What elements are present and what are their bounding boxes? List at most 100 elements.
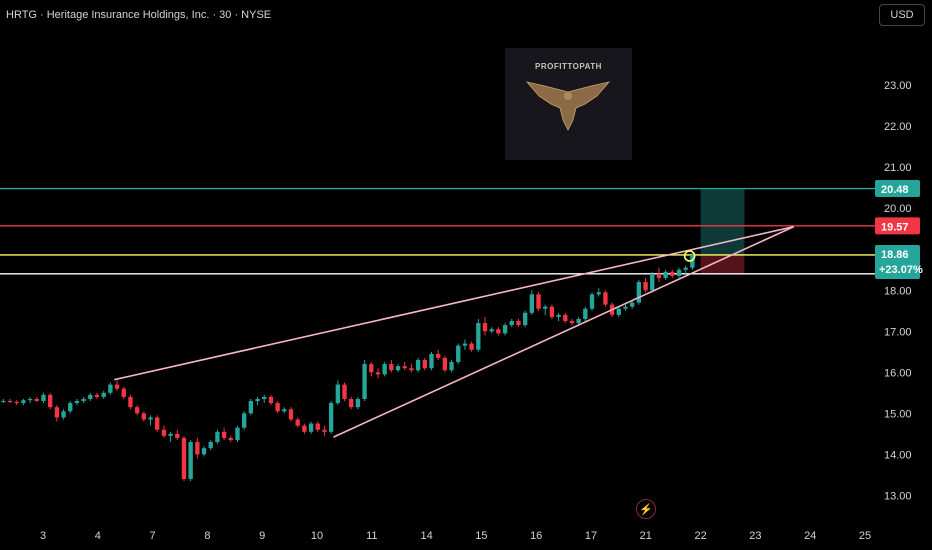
resistance-price-tag [875, 217, 920, 235]
candle-body [583, 308, 588, 319]
candle-body [88, 394, 93, 399]
x-tick-label: 15 [475, 530, 487, 542]
candle-body [683, 267, 688, 270]
candle-body [168, 433, 173, 436]
profit-zone [700, 188, 745, 256]
candle-body [456, 345, 461, 363]
candle-body [556, 314, 561, 317]
candle-body [175, 433, 180, 438]
candle-body [54, 407, 60, 418]
x-tick-label: 14 [420, 530, 432, 542]
candle-body [355, 398, 361, 408]
candle-body [469, 343, 474, 350]
candle-body [650, 273, 655, 291]
candle-body [569, 321, 575, 324]
resistance-price-label: 19.57 [881, 221, 909, 233]
lightning-icon[interactable]: ⚡ [636, 499, 656, 519]
y-tick-label: 15.00 [884, 408, 912, 420]
x-tick-label: 24 [804, 530, 816, 542]
x-tick-label: 25 [859, 530, 871, 542]
candle-body [543, 306, 548, 309]
candle-body [41, 394, 46, 402]
x-tick-label: 16 [530, 530, 542, 542]
watermark-text: PROFITTOPATH [535, 62, 602, 71]
symbol-title: HRTG · Heritage Insurance Holdings, Inc.… [6, 9, 272, 21]
candle-body [201, 448, 207, 455]
candle-body [462, 343, 468, 346]
x-tick-label: 17 [585, 530, 597, 542]
x-tick-label: 21 [640, 530, 652, 542]
candle-body [308, 423, 314, 432]
candle-body [121, 388, 126, 397]
candle-body [255, 398, 260, 402]
candle-body [328, 403, 334, 432]
candle-body [603, 292, 608, 305]
eagle-emblem-icon [525, 81, 611, 131]
candle-body [195, 442, 200, 455]
candle-body [342, 384, 347, 399]
x-tick-label: 8 [204, 530, 210, 542]
x-tick-label: 3 [40, 530, 46, 542]
candle-body [27, 398, 33, 401]
candle-body [629, 302, 635, 307]
y-tick-label: 20.00 [884, 203, 912, 215]
candle-body [21, 400, 26, 404]
x-tick-label: 4 [95, 530, 101, 542]
candle-body [262, 396, 267, 399]
watermark-logo: PROFITTOPATH [505, 48, 632, 160]
candle-body [235, 427, 240, 440]
candle-body [74, 401, 80, 404]
candle-body [181, 437, 187, 479]
candle-body [268, 396, 274, 404]
candle-body [442, 357, 448, 371]
candle-body [248, 401, 254, 414]
candle-body [449, 362, 454, 371]
y-tick-label: 22.00 [884, 121, 912, 133]
candle-body [676, 269, 682, 276]
candle-body [221, 431, 227, 438]
x-tick-label: 7 [150, 530, 156, 542]
y-tick-label: 14.00 [884, 449, 912, 461]
wedge-upper-line [114, 225, 794, 381]
candle-body [282, 409, 287, 412]
candle-body [516, 321, 521, 326]
candle-body [14, 401, 19, 404]
candle-body [415, 360, 421, 371]
candle-body [389, 364, 394, 371]
candle-body [476, 323, 481, 350]
candle-body [134, 407, 140, 414]
target-price-label: 20.48 [881, 184, 909, 196]
y-tick-label: 21.00 [884, 162, 912, 174]
candle-body [589, 294, 595, 309]
candle-body [228, 437, 233, 440]
candle-body [315, 423, 320, 430]
candle-body [690, 254, 695, 268]
currency-selector[interactable]: USD [879, 4, 925, 26]
candle-body [349, 398, 354, 408]
candle-body [422, 360, 427, 369]
candle-body [656, 273, 662, 278]
x-tick-label: 9 [259, 530, 265, 542]
candle-body [670, 271, 675, 276]
candle-body [549, 306, 555, 317]
candle-body [161, 429, 167, 436]
y-tick-label: 17.00 [884, 326, 912, 338]
candle-body [435, 353, 441, 358]
candle-body [215, 431, 220, 443]
stop-zone [700, 255, 745, 274]
x-tick-label: 11 [366, 530, 377, 542]
candle-body [114, 384, 120, 389]
candle-body [369, 364, 374, 373]
candle-body [522, 312, 528, 326]
candle-body [208, 442, 213, 449]
y-tick-label: 23.00 [884, 80, 912, 92]
candle-body [335, 384, 341, 404]
candle-body [616, 308, 621, 315]
candle-body [68, 403, 73, 412]
candle-body [509, 321, 514, 326]
candle-body [496, 329, 501, 334]
candle-body [108, 384, 113, 393]
candle-body [643, 282, 648, 291]
candle-body [101, 392, 106, 397]
